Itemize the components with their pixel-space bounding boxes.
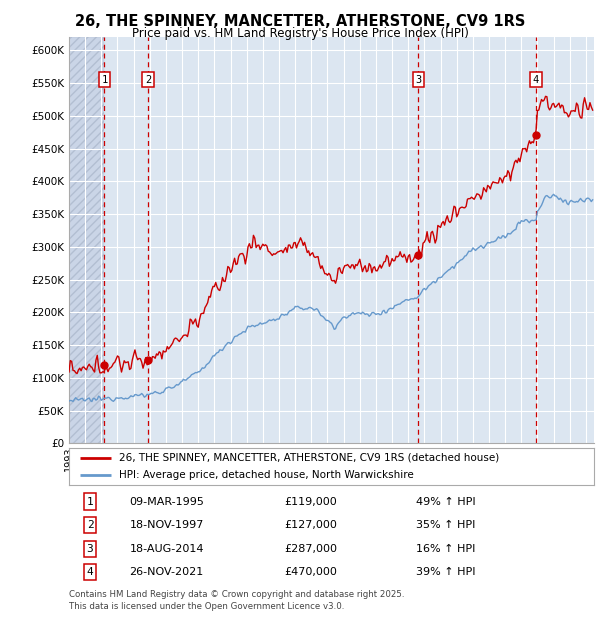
Text: 18-NOV-1997: 18-NOV-1997	[130, 520, 204, 530]
Text: 09-MAR-1995: 09-MAR-1995	[130, 497, 204, 507]
Text: 4: 4	[533, 75, 539, 85]
Text: £119,000: £119,000	[284, 497, 337, 507]
Text: HPI: Average price, detached house, North Warwickshire: HPI: Average price, detached house, Nort…	[119, 470, 413, 480]
Text: 2: 2	[145, 75, 151, 85]
Text: 2: 2	[86, 520, 94, 530]
Text: 39% ↑ HPI: 39% ↑ HPI	[415, 567, 475, 577]
Text: Price paid vs. HM Land Registry's House Price Index (HPI): Price paid vs. HM Land Registry's House …	[131, 27, 469, 40]
Text: 26, THE SPINNEY, MANCETTER, ATHERSTONE, CV9 1RS: 26, THE SPINNEY, MANCETTER, ATHERSTONE, …	[75, 14, 525, 29]
Text: 4: 4	[86, 567, 94, 577]
Text: 35% ↑ HPI: 35% ↑ HPI	[415, 520, 475, 530]
Text: 3: 3	[86, 544, 94, 554]
Text: £470,000: £470,000	[284, 567, 337, 577]
Text: 3: 3	[415, 75, 422, 85]
Text: Contains HM Land Registry data © Crown copyright and database right 2025.
This d: Contains HM Land Registry data © Crown c…	[69, 590, 404, 611]
Text: 18-AUG-2014: 18-AUG-2014	[130, 544, 204, 554]
Text: 26, THE SPINNEY, MANCETTER, ATHERSTONE, CV9 1RS (detached house): 26, THE SPINNEY, MANCETTER, ATHERSTONE, …	[119, 453, 499, 463]
Text: 26-NOV-2021: 26-NOV-2021	[130, 567, 203, 577]
Text: 1: 1	[101, 75, 107, 85]
Text: 16% ↑ HPI: 16% ↑ HPI	[415, 544, 475, 554]
Text: £287,000: £287,000	[284, 544, 337, 554]
Text: 49% ↑ HPI: 49% ↑ HPI	[415, 497, 475, 507]
Text: £127,000: £127,000	[284, 520, 337, 530]
Text: 1: 1	[86, 497, 94, 507]
